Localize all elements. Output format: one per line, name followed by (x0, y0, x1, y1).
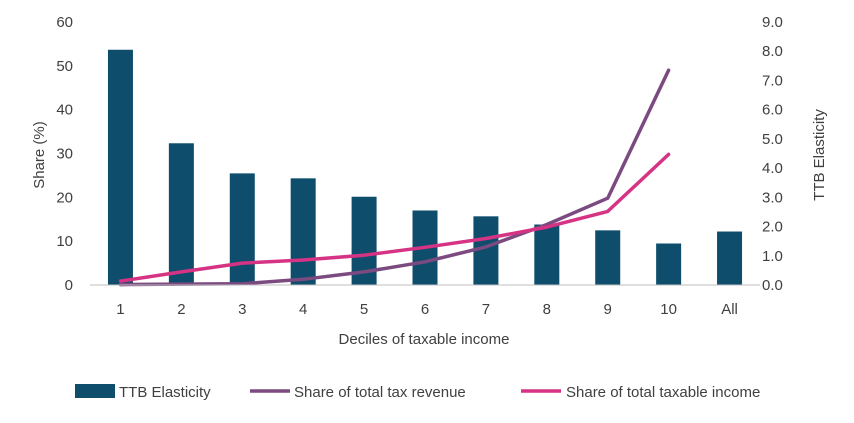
y-tick-right-label: 6.0 (762, 102, 783, 119)
x-tick-label: 2 (177, 301, 185, 318)
legend-swatch-ttb-elasticity (75, 384, 115, 398)
y-axis-title-right: TTB Elasticity (811, 109, 828, 201)
x-tick-label: 3 (238, 301, 246, 318)
bar-ttb-elasticity-9 (595, 230, 621, 285)
x-tick-label: 9 (604, 301, 612, 318)
x-tick-label: 8 (543, 301, 551, 318)
legend: TTB Elasticity Share of total tax revenu… (75, 384, 760, 401)
bar-ttb-elasticity-2 (168, 143, 194, 285)
bar-ttb-elasticity-8 (534, 224, 560, 285)
bar-ttb-elasticity-4 (290, 178, 316, 285)
y-tick-right-label: 4.0 (762, 160, 783, 177)
bar-ttb-elasticity-10 (656, 243, 682, 285)
line-series-share-of-total-taxable-income (118, 152, 671, 283)
y-tick-right-label: 8.0 (762, 43, 783, 60)
bar-ttb-elasticity-1 (107, 49, 133, 286)
y-tick-right-label: 0.0 (762, 277, 783, 294)
y-tick-left-label: 60 (56, 14, 73, 31)
bar-ttb-elasticity-3 (229, 173, 255, 285)
y-tick-left-label: 30 (56, 146, 73, 163)
bars-layer (107, 49, 743, 286)
y-tick-right-label: 9.0 (762, 14, 783, 31)
x-axis-ticks: 1 2 3 4 5 6 7 8 9 10 All (116, 301, 738, 318)
legend-label-taxable-income: Share of total taxable income (566, 384, 760, 401)
y-axis-title-left: Share (%) (31, 121, 48, 189)
x-tick-label: All (721, 301, 738, 318)
y-tick-left-label: 0 (65, 277, 73, 294)
left-axis-ticks: 0 10 20 30 40 50 60 (56, 14, 73, 294)
x-tick-label: 1 (116, 301, 124, 318)
legend-label-ttb-elasticity: TTB Elasticity (119, 384, 211, 401)
y-tick-left-label: 50 (56, 58, 73, 75)
bar-ttb-elasticity-All (717, 231, 743, 285)
y-tick-left-label: 40 (56, 102, 73, 119)
y-tick-right-label: 5.0 (762, 131, 783, 148)
x-tick-label: 5 (360, 301, 368, 318)
right-axis-ticks: 0.0 1.0 2.0 3.0 4.0 5.0 6.0 7.0 8.0 9.0 (762, 14, 783, 294)
line-series-share-of-total-tax-revenue (118, 68, 671, 287)
y-tick-right-label: 7.0 (762, 72, 783, 89)
lines-layer (118, 68, 671, 287)
y-tick-left-label: 20 (56, 189, 73, 206)
x-tick-label: 4 (299, 301, 307, 318)
x-tick-label: 10 (660, 301, 677, 318)
x-tick-label: 6 (421, 301, 429, 318)
x-axis-title: Deciles of taxable income (339, 331, 510, 348)
legend-label-tax-revenue: Share of total tax revenue (294, 384, 466, 401)
y-tick-right-label: 3.0 (762, 189, 783, 206)
y-tick-right-label: 1.0 (762, 248, 783, 265)
x-tick-label: 7 (482, 301, 490, 318)
y-tick-left-label: 10 (56, 233, 73, 250)
y-tick-right-label: 2.0 (762, 219, 783, 236)
